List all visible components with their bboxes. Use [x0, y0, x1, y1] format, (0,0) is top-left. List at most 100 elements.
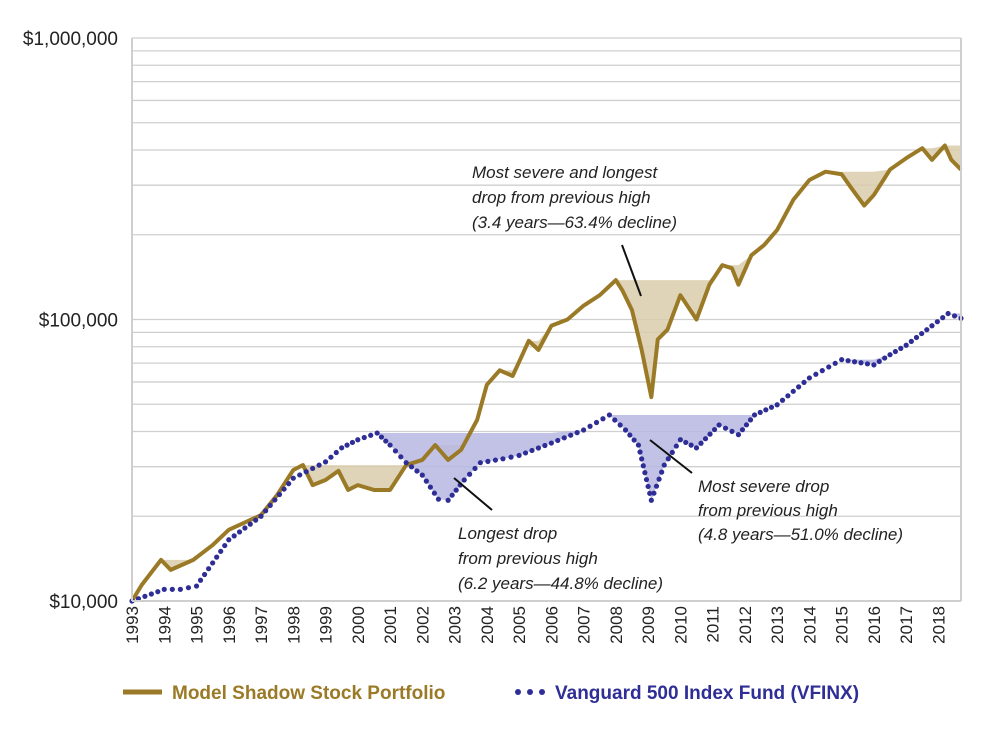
legend: Model Shadow Stock Portfolio Vanguard 50… [123, 683, 859, 704]
series-point-vfinx [673, 443, 679, 449]
series-point-vfinx [142, 593, 148, 599]
x-tick-label: 1995 [188, 606, 207, 644]
series-point-vfinx [832, 360, 838, 366]
series-point-vfinx [339, 445, 345, 451]
series-point-vfinx [281, 486, 287, 492]
series-point-vfinx [593, 419, 600, 426]
series-point-vfinx [903, 342, 909, 348]
series-point-vfinx [155, 589, 161, 595]
series-point-vfinx [627, 432, 633, 438]
annotation-longest: Longest drop from previous high (6.2 yea… [453, 477, 663, 593]
series-point-vfinx [622, 427, 629, 433]
x-tick-label: 2018 [929, 606, 948, 644]
x-tick-label: 2004 [478, 606, 497, 644]
series-point-vfinx [449, 492, 455, 498]
series-point-vfinx [368, 432, 374, 438]
series-point-vfinx [656, 476, 662, 482]
series-point-vfinx [222, 542, 228, 549]
series-point-vfinx [845, 358, 851, 364]
series-point-vfinx [631, 437, 637, 443]
x-tick-label: 2000 [349, 606, 368, 644]
series-point-vfinx [574, 430, 580, 436]
series-point-vfinx [806, 375, 812, 381]
legend-label-portfolio: Model Shadow Stock Portfolio [172, 683, 445, 704]
series-point-vfinx [934, 319, 940, 325]
series-point-vfinx [651, 490, 657, 496]
series-point-vfinx [913, 334, 920, 341]
series-point-vfinx [355, 437, 361, 443]
x-tick-label: 2006 [542, 606, 561, 644]
series-point-vfinx [698, 440, 704, 446]
series-point-vfinx [645, 483, 651, 490]
series-point-vfinx [177, 586, 183, 592]
y-tick-label: $10,000 [49, 592, 118, 613]
legend-label-vfinx: Vanguard 500 Index Fund (VFINX) [555, 683, 859, 704]
series-point-vfinx [253, 517, 259, 523]
annotation-text: Longest drop [458, 524, 557, 543]
series-point-vfinx [548, 440, 554, 446]
series-lines [129, 143, 964, 604]
annotation-severe-longest: Most severe and longest drop from previo… [472, 163, 677, 297]
series-point-vfinx [711, 426, 718, 433]
series-point-vfinx [887, 352, 893, 358]
series-point-vfinx [688, 442, 694, 448]
series-point-vfinx [940, 315, 946, 321]
x-tick-label: 1994 [155, 606, 174, 644]
x-tick-label: 1993 [123, 606, 142, 644]
series-point-vfinx [492, 457, 499, 463]
x-tick-label: 2014 [800, 606, 819, 644]
series-point-vfinx [185, 585, 192, 591]
series-point-vfinx [276, 491, 283, 498]
series-point-vfinx [851, 359, 858, 365]
gridlines [132, 37, 961, 602]
series-point-vfinx [785, 393, 791, 399]
series-point-vfinx [768, 404, 775, 410]
series-point-vfinx [908, 338, 914, 344]
y-tick-label: $1,000,000 [23, 29, 118, 50]
annotation-leader-line [621, 244, 642, 297]
x-tick-label: 2009 [639, 606, 658, 644]
series-point-vfinx [387, 442, 393, 448]
series-point-vfinx [236, 529, 243, 535]
series-point-vfinx [606, 412, 613, 418]
series-point-vfinx [661, 462, 667, 468]
series-point-vfinx [751, 412, 758, 418]
x-tick-label: 2011 [704, 606, 723, 643]
series-point-vfinx [322, 459, 329, 465]
series-point-vfinx [580, 427, 587, 433]
series-point-vfinx [427, 484, 433, 490]
x-tick-label: 2001 [381, 606, 400, 644]
series-point-vfinx [272, 497, 278, 503]
x-tick-label: 2003 [446, 606, 465, 644]
series-point-vfinx [702, 436, 709, 442]
series-point-vfinx [919, 330, 925, 337]
series-point-vfinx [819, 368, 825, 374]
series-point-vfinx [561, 435, 567, 441]
series-point-vfinx [461, 477, 467, 483]
x-tick-label: 2013 [768, 606, 787, 644]
series-point-vfinx [790, 388, 796, 394]
series-point-vfinx [435, 496, 442, 502]
series-point-vfinx [839, 357, 845, 363]
series-point-vfinx [303, 469, 309, 475]
series-point-vfinx [472, 465, 478, 472]
x-tick-label: 2016 [865, 606, 884, 644]
series-point-vfinx [344, 442, 350, 448]
x-tick-label: 2015 [833, 606, 852, 644]
series-point-vfinx [193, 583, 200, 589]
series-point-vfinx [722, 425, 729, 431]
series-point-vfinx [349, 439, 356, 446]
x-tick-label: 2010 [671, 606, 690, 644]
series-point-vfinx [419, 472, 425, 478]
annotation-text: Most severe and longest [472, 163, 658, 182]
x-tick-label: 1997 [252, 606, 271, 644]
series-point-vfinx [555, 437, 561, 444]
series-point-vfinx [231, 533, 237, 539]
series-point-vfinx [522, 450, 529, 456]
series-point-vfinx [328, 454, 334, 460]
axes: $10,000 $100,000 $1,000,000 1993 1994 1995 199… [23, 29, 962, 644]
series-point-vfinx [361, 434, 367, 441]
series-point-vfinx [924, 327, 930, 333]
annotation-text: (3.4 years—63.4% decline) [472, 213, 677, 232]
series-point-vfinx [612, 417, 618, 423]
